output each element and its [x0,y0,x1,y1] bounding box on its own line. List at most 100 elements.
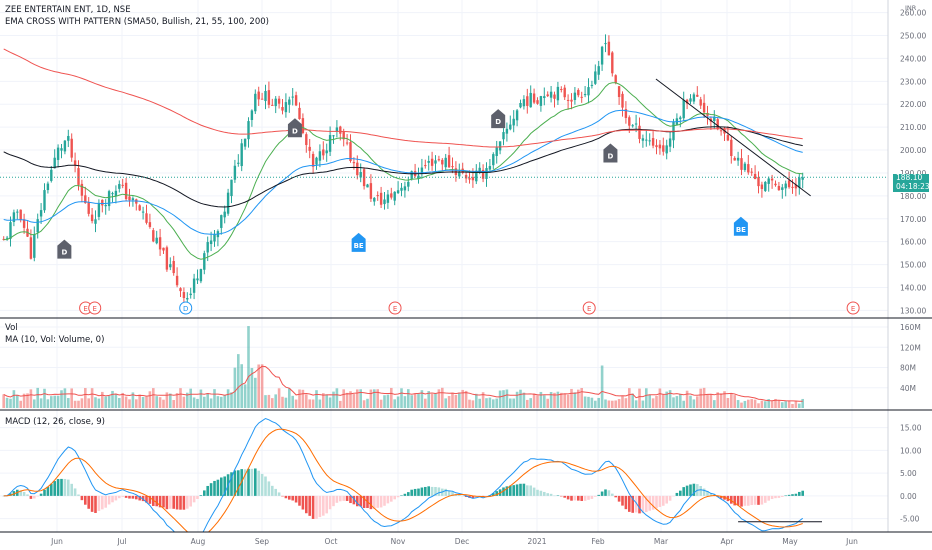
time-tick-label: Dec [455,537,470,546]
candle-body [233,165,237,180]
candle-body [5,237,9,239]
candle-body [648,140,651,142]
macd-histogram-bar [611,493,614,496]
macd-histogram-bar [124,495,128,498]
candle-body [254,93,257,112]
candle-body [63,140,67,152]
moving-averages [0,48,888,260]
volume-bar [328,397,332,408]
volume-bar [413,393,417,408]
macd-histogram-bar [362,495,366,508]
macd-histogram-bar [383,495,386,506]
candle-body [196,278,199,281]
trendline[interactable] [655,78,811,197]
price-tick-label: 190.00 [900,169,926,178]
event-marker[interactable]: E [388,301,402,315]
candle-body [770,178,774,181]
macd-histogram-bar [407,492,410,496]
macd-tick-label: 15.00 [900,424,922,433]
candle-body [573,92,577,101]
volume-ma-legend[interactable]: MA (10, Vol: Volume, 0) [5,335,105,345]
macd-histogram-bar [573,495,577,501]
candle-body [583,94,587,96]
pattern-marker[interactable]: D [603,143,618,163]
volume-bar [393,399,396,408]
volume-bar [594,400,597,408]
candle-body [417,175,420,179]
volume-bar [43,388,46,408]
volume-bar [240,364,243,408]
volume-bar [291,395,294,408]
volume-bar [390,387,393,408]
macd-histogram-bar [607,490,611,496]
candle-body [774,183,777,186]
macd-histogram-bar [247,468,250,496]
volume-bar [213,389,216,408]
pattern-marker[interactable]: D [287,118,302,138]
volume-bar [475,393,478,408]
volume-bar [373,389,376,408]
candle-body [325,150,328,154]
candle-body [46,183,50,191]
macd-histogram-bar [257,470,260,496]
pattern-marker[interactable]: D [491,109,506,129]
macd-histogram-bar [114,495,118,501]
candle-body [111,193,114,195]
candle-body [498,141,502,151]
macd-histogram-bar [356,495,359,507]
candle-body [645,139,648,141]
candle-body [685,99,689,104]
event-marker[interactable]: D [179,301,193,315]
candle-body [532,93,536,103]
candle-body [719,130,723,132]
volume-bar [451,392,454,408]
volume-bar [580,388,583,408]
candle-body [441,159,444,165]
candle-body [787,180,791,188]
volume-bar [369,389,373,408]
pattern-marker[interactable]: BE [351,232,366,252]
macd-histogram-bar [566,495,570,500]
volume-ma-line [3,365,803,402]
event-marker[interactable]: E [582,301,596,315]
volume-bar [736,400,740,408]
volume-bar [787,400,791,408]
volume-bar [478,398,481,408]
candle-body [298,107,301,120]
volume-bar [237,354,240,408]
candle-body [430,158,434,166]
pattern-marker[interactable]: BE [733,216,748,236]
candle-body [390,193,393,198]
pattern-marker[interactable]: D [57,239,72,259]
volume-bar [366,398,369,408]
macd-histogram-bar [148,495,152,504]
time-tick-label: Jul [116,537,126,546]
candle-body [101,199,104,206]
signal-line [3,428,803,532]
candle-body [458,171,461,177]
marker-label: BE [736,226,746,234]
volume-bar [186,392,189,408]
volume-bar [182,396,186,408]
candle-body [631,125,634,127]
candle-body [699,99,702,106]
macd-legend[interactable]: MACD (12, 26, close, 9) [5,417,105,427]
volume-title[interactable]: Vol [5,323,18,333]
candle-body [519,102,522,108]
volume-bar [362,400,366,408]
volume-bar [277,388,281,408]
volume-bar [5,397,9,408]
volume-bar [682,400,685,408]
volume-bar [315,390,318,408]
candle-body [342,132,345,140]
event-marker[interactable]: E [88,301,102,315]
candle-body [420,167,424,174]
indicator-legend[interactable]: EMA CROSS WITH PATTERN (SMA50, Bullish, … [5,17,269,27]
event-marker[interactable]: E [846,301,860,315]
volume-bar [407,389,410,408]
candle-body [67,135,70,141]
symbol-title: ZEE ENTERTAIN ENT, 1D, NSE [5,5,131,15]
macd-histogram-bar [672,495,675,497]
